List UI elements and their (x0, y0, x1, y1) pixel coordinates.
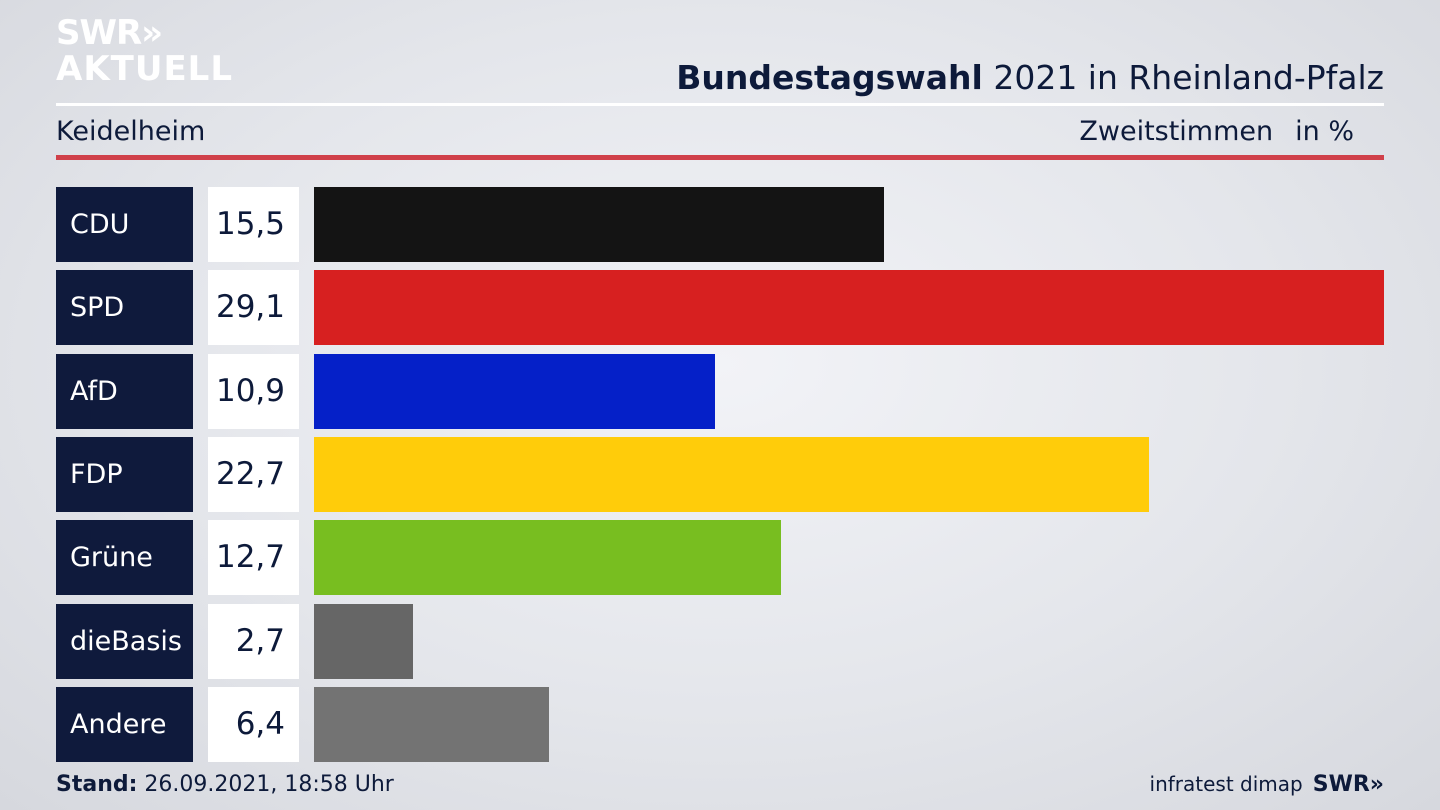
bar (314, 520, 781, 596)
party-label: AfD (56, 353, 193, 429)
bar (314, 353, 715, 429)
header-divider (56, 103, 1384, 106)
value-label: 2,7 (208, 603, 299, 679)
bar-row: Grüne 12,7 (56, 520, 1384, 596)
value-label: 29,1 (208, 270, 299, 346)
timestamp: Stand: 26.09.2021, 18:58 Uhr (56, 772, 394, 797)
party-label: FDP (56, 436, 193, 512)
value-label: 6,4 (208, 686, 299, 762)
bar (314, 686, 550, 762)
measure-label: Zweitstimmen in % (1079, 116, 1354, 147)
bar (314, 270, 1384, 346)
bar (314, 187, 884, 262)
party-label: Grüne (56, 520, 193, 596)
party-label: Andere (56, 686, 193, 762)
bar-row: FDP 22,7 (56, 436, 1384, 512)
swr-aktuell-logo: SWR» AKTUELL (56, 13, 234, 89)
value-label: 10,9 (208, 353, 299, 429)
party-label: SPD (56, 270, 193, 346)
bar-row: SPD 29,1 (56, 270, 1384, 346)
value-label: 12,7 (208, 520, 299, 596)
bar (314, 603, 414, 679)
value-label: 22,7 (208, 436, 299, 512)
swr-footer-logo: SWR» (1312, 772, 1384, 797)
location-label: Keidelheim (56, 116, 206, 147)
value-label: 15,5 (208, 187, 299, 262)
party-label: dieBasis (56, 603, 193, 679)
bar-row: dieBasis 2,7 (56, 603, 1384, 679)
accent-divider (56, 155, 1384, 160)
bar-row: AfD 10,9 (56, 353, 1384, 429)
bar-row: CDU 15,5 (56, 187, 1384, 262)
bar (314, 436, 1149, 512)
bar-row: Andere 6,4 (56, 686, 1384, 762)
source-credit: infratest dimap SWR» (1149, 772, 1384, 797)
party-label: CDU (56, 187, 193, 262)
page-title: Bundestagswahl 2021 in Rheinland-Pfalz (676, 58, 1384, 97)
